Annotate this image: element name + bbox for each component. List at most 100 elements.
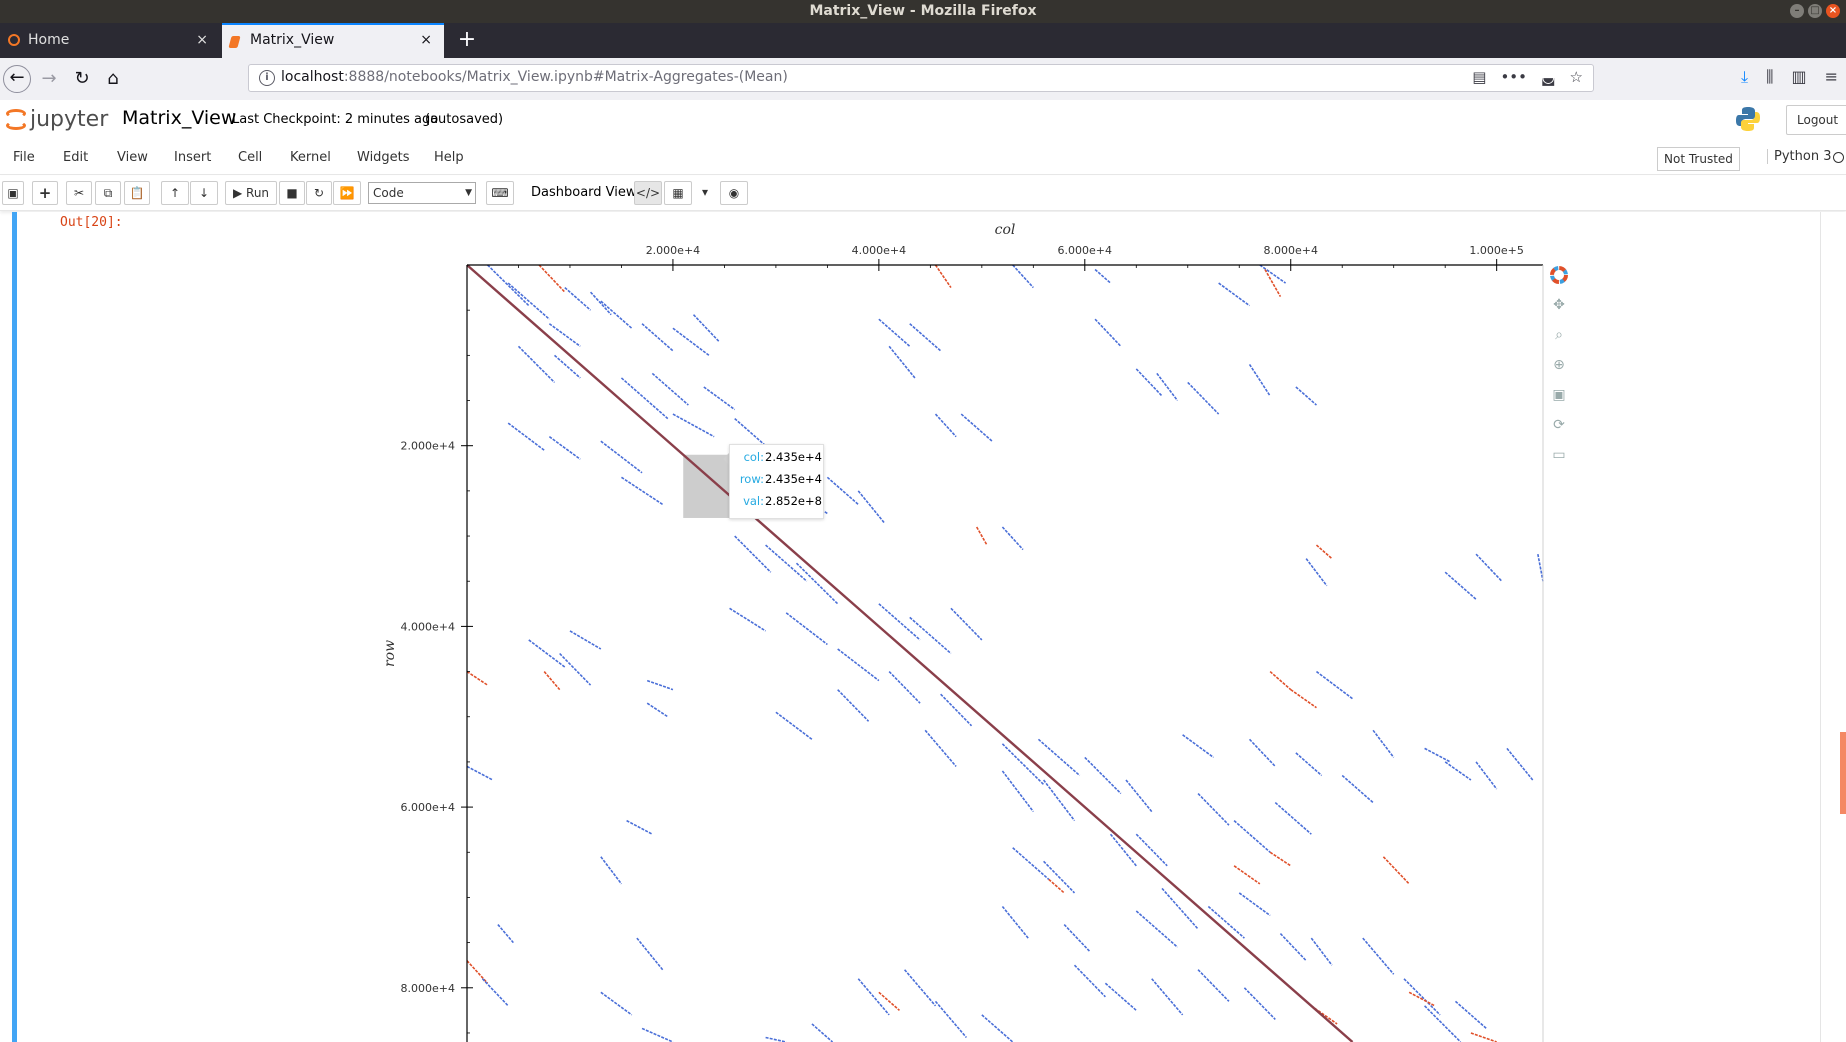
menu-cell[interactable]: Cell <box>238 150 263 165</box>
tab-home-label: Home <box>28 32 70 48</box>
low-value-segment <box>729 607 767 632</box>
cell-type-select[interactable]: Code ▼ <box>368 182 476 204</box>
code-view-icon[interactable]: </> <box>634 181 662 205</box>
keyboard-icon[interactable]: ⌨ <box>486 181 514 205</box>
back-button[interactable]: ← <box>3 65 31 93</box>
low-value-segment <box>1109 833 1137 867</box>
low-value-segment <box>1537 553 1544 582</box>
download-icon[interactable]: ⤓ <box>1741 67 1749 86</box>
move-down-icon[interactable]: ↓ <box>190 181 218 205</box>
notebook-menubar: File Edit View Insert Cell Kernel Widget… <box>0 142 1846 175</box>
menu-widgets[interactable]: Widgets <box>357 150 410 165</box>
tooltip-key: val: <box>743 494 764 508</box>
high-value-segment <box>1470 1032 1497 1042</box>
low-value-segment <box>1248 363 1271 397</box>
cell-selection-bar <box>12 212 17 1042</box>
low-value-segment <box>1218 282 1251 307</box>
home-button[interactable]: ⌂ <box>107 68 119 89</box>
notebook-name[interactable]: Matrix_View <box>122 107 237 129</box>
zoom-tool-icon[interactable]: ⌕ <box>1555 327 1563 343</box>
reset-icon[interactable]: ⟳ <box>1553 417 1565 433</box>
reload-button[interactable]: ↻ <box>74 68 90 89</box>
browser-tab-bar: Home × Matrix_View × + <box>0 23 1846 58</box>
run-button[interactable]: ▶ Run <box>225 181 277 205</box>
high-value-segment <box>1315 544 1333 560</box>
menu-view[interactable]: View <box>117 150 148 165</box>
bokeh-logo-icon[interactable] <box>1544 262 1574 288</box>
menu-help[interactable]: Help <box>434 150 464 165</box>
bookmark-star-icon[interactable]: ☆ <box>1569 68 1583 86</box>
menu-file[interactable]: File <box>13 150 35 165</box>
page-actions-icon[interactable]: ••• <box>1500 68 1527 86</box>
tab-matrix-view-label: Matrix_View <box>250 32 335 48</box>
new-tab-button[interactable]: + <box>457 27 477 52</box>
diagonal-line <box>466 264 1354 1042</box>
scrollbar-thumb[interactable] <box>1840 732 1846 814</box>
low-value-segment <box>548 323 581 347</box>
insert-cell-icon[interactable]: + <box>32 181 58 205</box>
minimize-icon[interactable]: – <box>1790 4 1804 18</box>
library-icon[interactable]: ⫼ <box>1766 67 1774 86</box>
low-value-segment <box>600 300 633 329</box>
pocket-icon[interactable]: ◛ <box>1540 68 1556 86</box>
menu-kernel[interactable]: Kernel <box>290 150 331 165</box>
forward-button[interactable]: → <box>41 68 57 89</box>
tab-matrix-view[interactable]: Matrix_View × <box>222 23 444 58</box>
pan-tool-icon[interactable]: ✥ <box>1553 297 1565 313</box>
low-value-segment <box>878 603 921 641</box>
menu-edit[interactable]: Edit <box>63 150 89 165</box>
site-info-icon[interactable]: i <box>259 70 275 86</box>
menu-icon[interactable]: ≡ <box>1824 67 1838 86</box>
logout-button[interactable]: Logout <box>1786 105 1846 135</box>
dashboard-icon[interactable]: ◉ <box>720 181 748 205</box>
url-host: localhost <box>281 69 344 85</box>
low-value-segment <box>775 711 813 740</box>
low-value-segment <box>765 1036 787 1042</box>
wheel-zoom-icon[interactable]: ⊕ <box>1553 357 1565 373</box>
grid-view-icon[interactable]: ▦ <box>664 181 692 205</box>
save-icon[interactable]: ▣ <box>2 181 24 205</box>
low-value-segment <box>626 819 653 835</box>
hover-tool-icon[interactable]: ▭ <box>1552 447 1566 463</box>
jupyter-logo[interactable]: jupyter <box>6 106 108 132</box>
url-bar[interactable]: i localhost:8888/notebooks/Matrix_View.i… <box>248 64 1594 92</box>
close-window-icon[interactable]: × <box>1826 4 1840 18</box>
url-text[interactable]: localhost:8888/notebooks/Matrix_View.ipy… <box>281 69 788 85</box>
low-value-segment <box>1305 558 1328 587</box>
view-dropdown-icon[interactable]: ▾ <box>692 181 718 205</box>
low-value-segment <box>620 377 669 420</box>
tab-home[interactable]: Home × <box>0 23 220 58</box>
page-scrollbar[interactable] <box>1820 212 1846 1042</box>
low-value-segment <box>903 969 937 1007</box>
dashboard-view-label: Dashboard View: <box>531 185 641 200</box>
reader-view-icon[interactable]: ▤ <box>1472 68 1487 86</box>
url-actions: ▤ ••• ◛ ☆ <box>1472 68 1583 86</box>
interrupt-icon[interactable]: ■ <box>279 181 305 205</box>
cut-icon[interactable]: ✂ <box>66 181 92 205</box>
move-up-icon[interactable]: ↑ <box>161 181 189 205</box>
low-value-segment <box>559 652 592 686</box>
save-plot-icon[interactable]: ▣ <box>1552 387 1566 403</box>
restart-run-all-icon[interactable]: ⏩ <box>333 181 361 205</box>
copy-icon[interactable]: ⧉ <box>95 181 121 205</box>
high-value-segment <box>538 264 566 293</box>
menu-insert[interactable]: Insert <box>174 150 212 165</box>
low-value-segment <box>1444 761 1472 781</box>
restart-icon[interactable]: ↻ <box>306 181 332 205</box>
tab-close-icon[interactable]: × <box>420 32 432 48</box>
low-value-segment <box>1424 1005 1462 1042</box>
matrix-heatmap-plot[interactable]: 2.000e+4 4.000e+4 6.000e+4 8.000e+4 1.000e+5… <box>380 218 1580 1042</box>
low-value-segment <box>1012 847 1050 880</box>
low-value-segment <box>466 765 494 781</box>
low-value-segment <box>1001 743 1045 786</box>
trust-indicator[interactable]: Not Trusted <box>1657 147 1740 171</box>
low-value-segment <box>1042 779 1076 822</box>
low-value-segment <box>1182 734 1214 759</box>
maximize-icon[interactable]: □ <box>1808 4 1822 18</box>
url-path: :8888/notebooks/Matrix_View.ipynb#Matrix… <box>343 69 788 85</box>
tab-close-icon[interactable]: × <box>196 32 208 48</box>
low-value-segment <box>517 345 556 384</box>
paste-icon[interactable]: 📋 <box>124 181 150 205</box>
sidebar-icon[interactable]: ▥ <box>1791 67 1807 86</box>
low-value-segment <box>1197 969 1230 1002</box>
